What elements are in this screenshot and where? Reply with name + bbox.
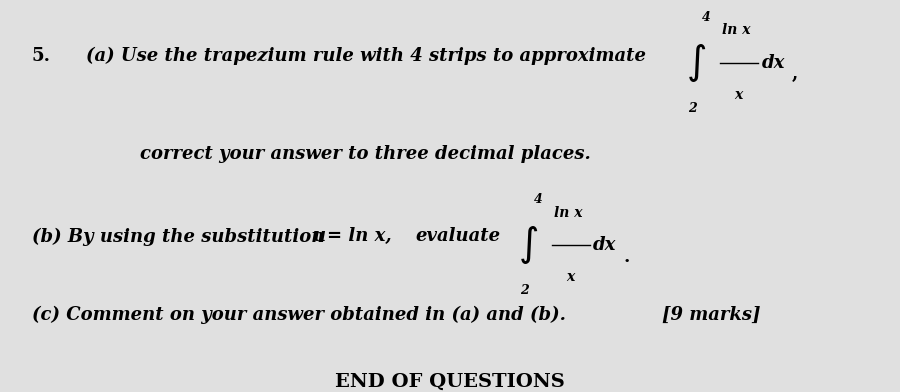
- Text: evaluate: evaluate: [416, 227, 501, 245]
- Text: dx: dx: [761, 54, 785, 72]
- Text: $\int$: $\int$: [686, 42, 706, 84]
- Text: = ln x,: = ln x,: [327, 227, 392, 245]
- Text: 4: 4: [702, 11, 711, 24]
- Text: (b) By using the substitution: (b) By using the substitution: [32, 227, 324, 246]
- Text: 4: 4: [534, 193, 543, 206]
- Text: correct your answer to three decimal places.: correct your answer to three decimal pla…: [140, 145, 590, 163]
- Text: dx: dx: [593, 236, 616, 254]
- Text: 2: 2: [520, 284, 529, 297]
- Text: (c) Comment on your answer obtained in (a) and (b).: (c) Comment on your answer obtained in (…: [32, 306, 565, 324]
- Text: 2: 2: [688, 102, 698, 115]
- Text: x: x: [734, 88, 742, 102]
- Text: (a) Use the trapezium rule with 4 strips to approximate: (a) Use the trapezium rule with 4 strips…: [86, 47, 645, 65]
- Text: ,: ,: [792, 65, 798, 83]
- Text: .: .: [624, 248, 630, 266]
- Text: END OF QUESTIONS: END OF QUESTIONS: [335, 372, 565, 390]
- Text: $\int$: $\int$: [518, 224, 537, 266]
- Text: ln x: ln x: [722, 23, 751, 37]
- Text: u: u: [313, 227, 327, 245]
- Text: [9 marks]: [9 marks]: [662, 306, 760, 324]
- Text: ln x: ln x: [554, 205, 582, 220]
- Text: 5.: 5.: [32, 47, 50, 65]
- Text: x: x: [566, 270, 574, 285]
